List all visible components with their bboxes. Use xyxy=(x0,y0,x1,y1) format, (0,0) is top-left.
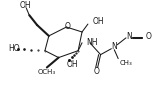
Text: OCH₃: OCH₃ xyxy=(38,69,56,75)
Text: OH: OH xyxy=(93,17,104,26)
Text: O: O xyxy=(145,32,151,41)
Text: NH: NH xyxy=(86,38,97,47)
Text: O: O xyxy=(64,22,70,31)
Text: N: N xyxy=(111,42,117,51)
Text: OH: OH xyxy=(66,60,78,69)
Text: OH: OH xyxy=(20,1,31,10)
Text: O: O xyxy=(94,67,100,76)
Text: N: N xyxy=(126,32,132,41)
Text: CH₃: CH₃ xyxy=(119,61,132,67)
Text: HO: HO xyxy=(8,44,19,53)
